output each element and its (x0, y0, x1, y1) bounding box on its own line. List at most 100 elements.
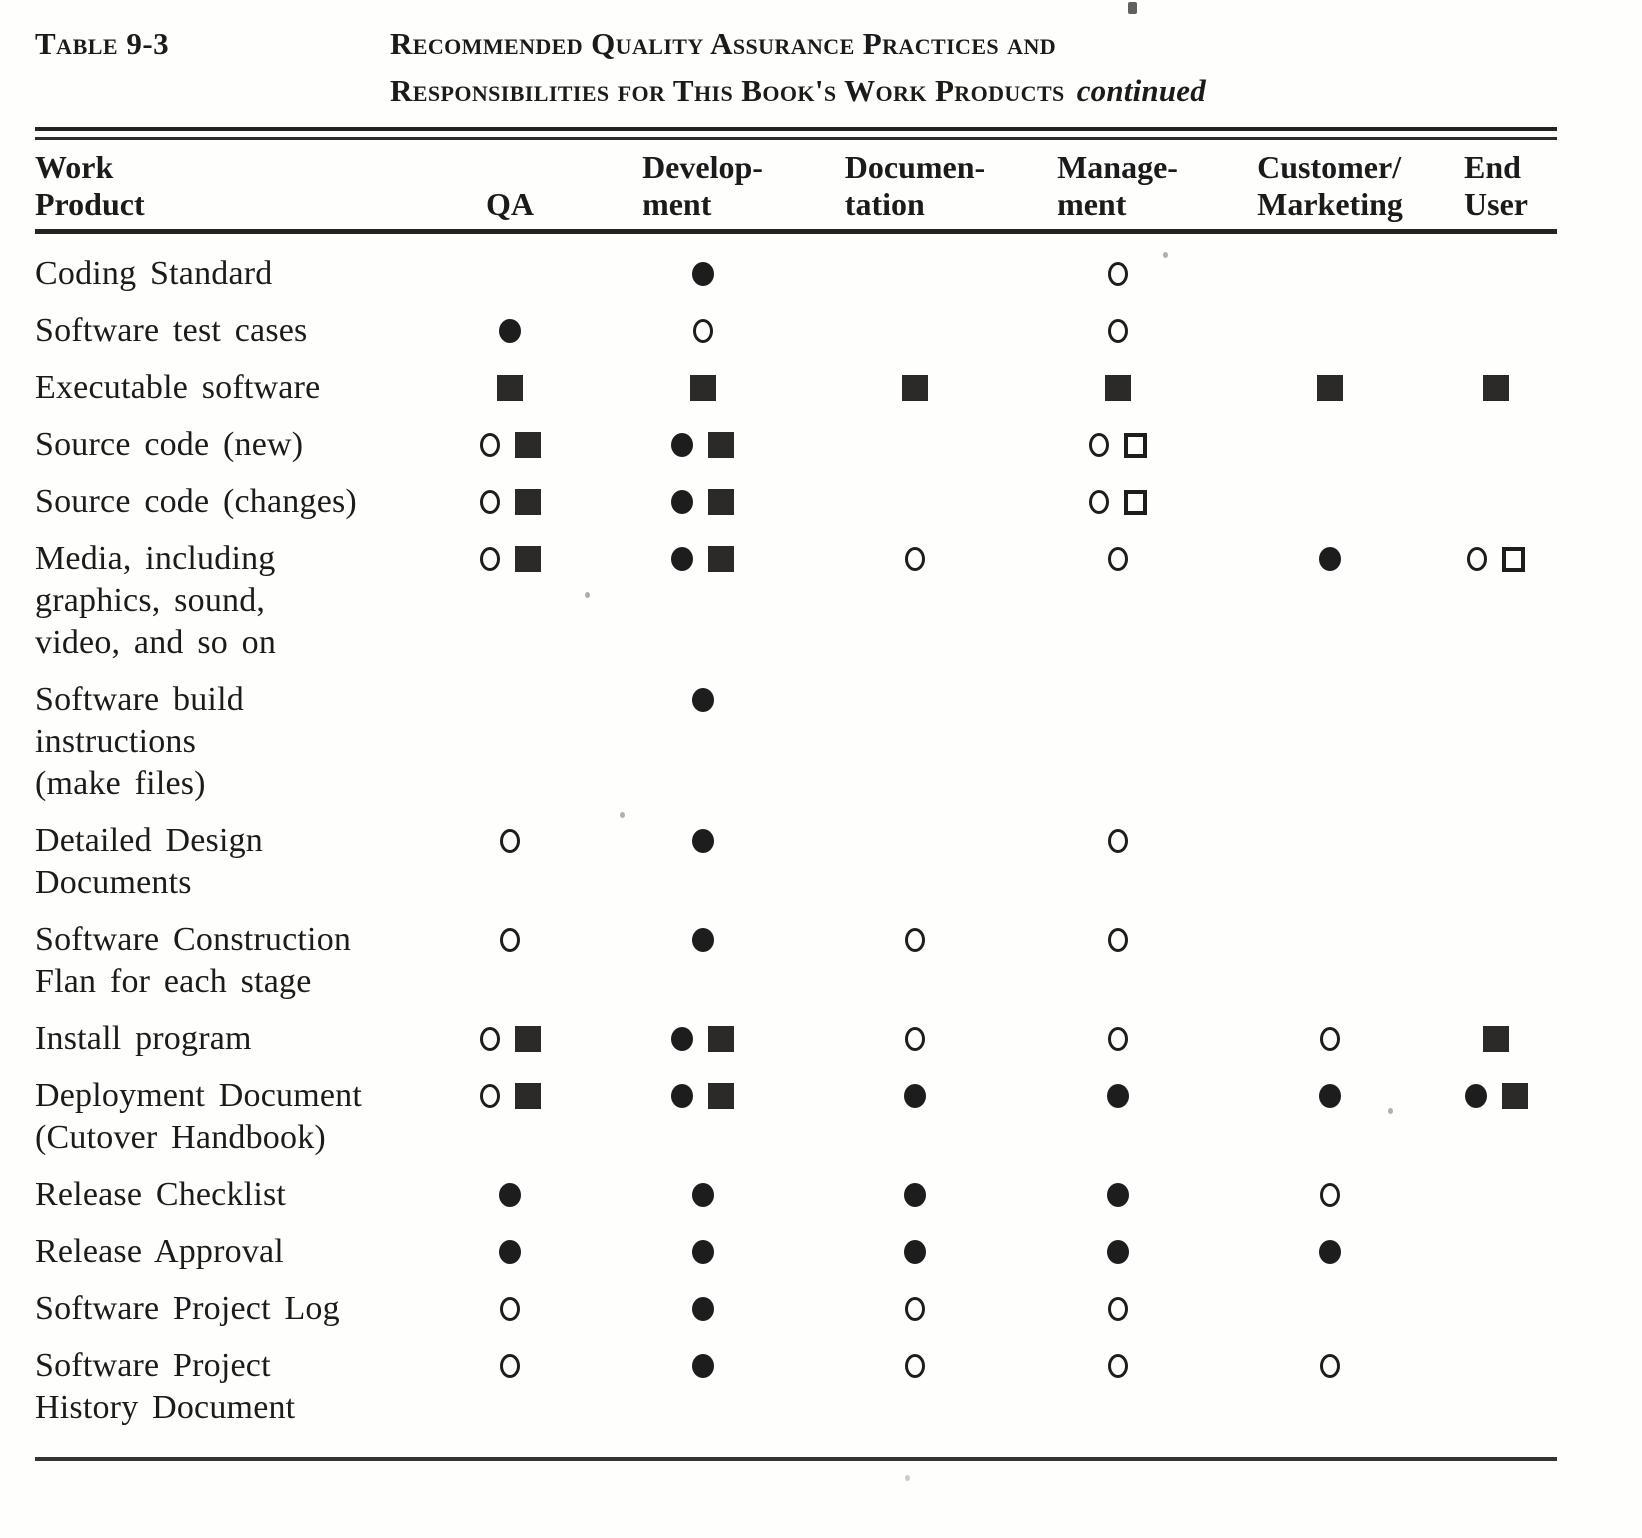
scan-speck (1388, 1108, 1393, 1114)
cell-end_user (1435, 679, 1557, 721)
open-circle-symbol (1088, 433, 1109, 457)
cell-development (585, 253, 820, 295)
cell-customer_marketing (1225, 538, 1435, 580)
header-line: tation (844, 186, 925, 222)
work-product-label-line: Media, including (35, 540, 276, 577)
work-product-label: Software test cases (35, 310, 435, 352)
filled-square-symbol (497, 375, 523, 401)
cell-development (585, 1075, 820, 1117)
table-row: Media, including graphics, sound, video, a… (35, 538, 1557, 664)
work-product-label: Release Approval (35, 1231, 435, 1273)
cell-documentation (820, 919, 1010, 961)
cell-end_user (1435, 310, 1557, 352)
cell-management (1010, 679, 1225, 721)
table-row: Install program (35, 1018, 1557, 1060)
work-product-label-line: Deployment Document (35, 1077, 363, 1114)
column-header-end_user: End User (1435, 149, 1557, 223)
cell-qa (435, 310, 585, 352)
work-product-label: Media, including graphics, sound, video, a… (35, 538, 435, 664)
column-header-management: Manage-ment (1010, 149, 1225, 223)
open-circle-symbol (1320, 1354, 1340, 1378)
cell-development (585, 820, 820, 862)
filled-circle-symbol (691, 928, 714, 952)
cell-documentation (820, 1075, 1010, 1117)
filled-circle-symbol (499, 1240, 521, 1264)
column-header-development: Develop-ment (585, 149, 820, 223)
open-circle-symbol (1107, 1297, 1128, 1321)
table-row: Source code (changes) (35, 481, 1557, 523)
work-product-label: Detailed Design Documents (35, 820, 435, 904)
table-title-line2-text: Responsibilities for This Book's Work Pr… (390, 73, 1065, 108)
work-product-label-line: instructions (35, 723, 197, 760)
work-product-label-line: Software Project (35, 1347, 271, 1384)
open-circle-symbol (479, 490, 500, 514)
filled-square-symbol (1104, 375, 1131, 401)
open-circle-symbol (479, 547, 500, 571)
column-header-customer_marketing: Customer/Marketing (1225, 149, 1435, 223)
table-body: Coding Standard Software test cases Execut… (35, 253, 1557, 1429)
open-circle-symbol (905, 1297, 925, 1321)
cell-end_user (1435, 253, 1557, 295)
cell-development (585, 1018, 820, 1060)
open-circle-symbol (1107, 319, 1128, 343)
filled-square-symbol (514, 546, 541, 572)
cell-qa (435, 253, 585, 295)
filled-circle-symbol (499, 319, 521, 343)
filled-square-symbol (708, 1083, 734, 1109)
cell-development (585, 424, 820, 466)
cell-customer_marketing (1225, 1288, 1435, 1330)
table-figure: Table 9-3 Recommended Quality Assurance … (35, 20, 1557, 1461)
filled-circle-symbol (904, 1084, 926, 1108)
cell-management (1010, 1345, 1225, 1387)
cell-customer_marketing (1225, 424, 1435, 466)
cell-customer_marketing (1225, 310, 1435, 352)
cell-customer_marketing (1225, 367, 1435, 409)
cell-end_user (1435, 481, 1557, 523)
cell-qa (435, 1345, 585, 1387)
scan-speck (620, 812, 625, 818)
filled-circle-symbol (671, 1084, 693, 1108)
filled-square-symbol (708, 546, 734, 572)
cell-management (1010, 1018, 1225, 1060)
table-row: Release Checklist (35, 1174, 1557, 1216)
table-row: Detailed Design Documents (35, 820, 1557, 904)
work-product-label-line: (make files) (35, 765, 206, 802)
table-row: Source code (new) (35, 424, 1557, 466)
cell-qa (435, 424, 585, 466)
work-product-label-line: Documents (35, 864, 192, 901)
cell-customer_marketing (1225, 1345, 1435, 1387)
filled-circle-symbol (1106, 1183, 1129, 1207)
cell-development (585, 538, 820, 580)
cell-qa (435, 481, 585, 523)
scan-speck (905, 1475, 910, 1481)
column-header-documentation: Documen-tation (820, 149, 1010, 223)
work-product-label: Software Project Log (35, 1288, 435, 1330)
work-product-label-line: Flan for each stage (35, 963, 312, 1000)
open-circle-symbol (1088, 490, 1109, 514)
work-product-label-line: video, and so on (35, 624, 277, 661)
work-product-label-line: Executable software (35, 369, 321, 406)
title-block: Table 9-3 Recommended Quality Assurance … (35, 20, 1557, 114)
cell-development (585, 367, 820, 409)
cell-development (585, 919, 820, 961)
cell-documentation (820, 820, 1010, 862)
cell-customer_marketing (1225, 1018, 1435, 1060)
work-product-label: Software Project History Document (35, 1345, 435, 1429)
filled-square-symbol (689, 375, 716, 401)
filled-circle-symbol (691, 829, 714, 853)
cell-development (585, 1288, 820, 1330)
cell-management (1010, 1231, 1225, 1273)
table-title: Recommended Quality Assurance Practices … (390, 20, 1206, 114)
cell-end_user (1435, 1174, 1557, 1216)
work-product-label-line: Source code (new) (35, 426, 304, 463)
filled-circle-symbol (1106, 1084, 1129, 1108)
open-circle-symbol (479, 1027, 500, 1051)
scan-speck (585, 592, 590, 598)
open-circle-symbol (500, 928, 520, 952)
cell-customer_marketing (1225, 679, 1435, 721)
work-product-label: Source code (changes) (35, 481, 435, 523)
cell-qa (435, 820, 585, 862)
filled-circle-symbol (671, 1027, 693, 1051)
cell-development (585, 1174, 820, 1216)
work-product-label: Software Construction Flan for each stage (35, 919, 435, 1003)
